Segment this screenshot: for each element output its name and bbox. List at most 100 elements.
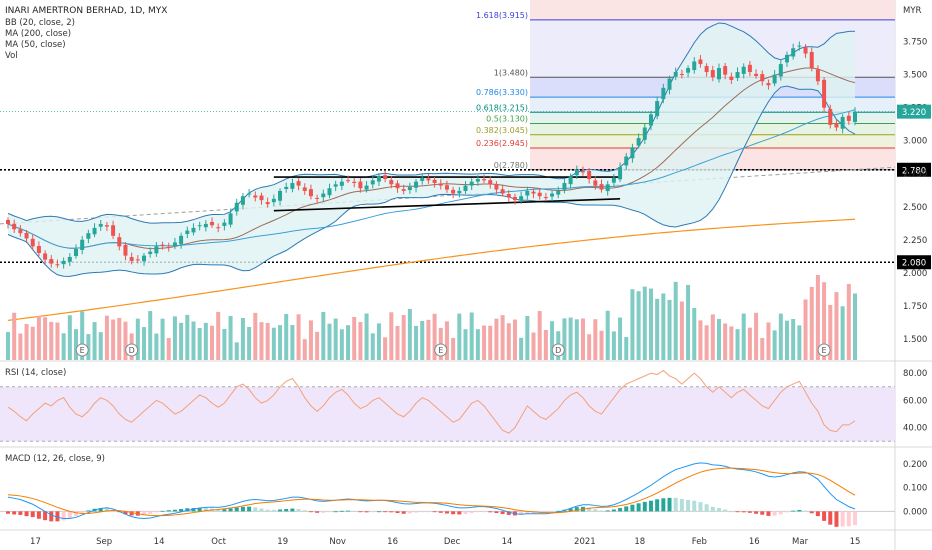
volume-bar — [43, 317, 48, 360]
macd-histogram-bar — [735, 511, 740, 513]
volume-bar — [797, 325, 802, 360]
price-candle — [333, 184, 338, 187]
volume-bar — [80, 311, 85, 360]
macd-histogram-bar — [216, 509, 221, 512]
price-candle — [401, 189, 406, 191]
volume-bar — [278, 325, 283, 360]
volume-bar — [618, 317, 623, 360]
macd-tick-label: 0.000 — [903, 507, 927, 517]
volume-bar — [12, 312, 17, 360]
macd-histogram-bar — [587, 507, 592, 512]
price-candle — [593, 180, 598, 186]
volume-bar — [580, 318, 585, 360]
volume-bar — [135, 318, 140, 360]
macd-label[interactable]: MACD (12, 26, close, 9) — [5, 454, 105, 464]
volume-bar — [123, 321, 128, 360]
price-candle — [605, 184, 610, 192]
price-candle — [278, 190, 283, 201]
macd-histogram-bar — [222, 509, 227, 512]
volume-bar — [778, 313, 783, 360]
time-tick-label: Sep — [96, 537, 112, 547]
macd-histogram-bar — [673, 497, 678, 512]
macd-histogram-bar — [197, 507, 202, 512]
price-candle — [661, 87, 666, 100]
macd-histogram-bar — [179, 509, 184, 512]
price-candle — [747, 64, 752, 73]
rsi-label[interactable]: RSI (14, close) — [5, 368, 66, 378]
price-candle — [444, 185, 449, 190]
indicator-vol-label[interactable]: Vol — [5, 51, 18, 61]
indicator-ma50-label[interactable]: MA (50, close) — [5, 40, 66, 50]
macd-histogram-bar — [346, 510, 351, 512]
indicator-bb-label[interactable]: BB (20, close, 2) — [5, 18, 75, 28]
price-axis[interactable]: 1.5001.7502.0002.2502.5002.7503.0003.250… — [897, 38, 931, 345]
volume-bar — [296, 314, 301, 360]
volume-bar — [407, 309, 412, 360]
macd-histogram-bar — [30, 511, 35, 518]
macd-histogram-bar — [123, 511, 128, 515]
last-price-label: 3.220 — [902, 108, 926, 118]
rsi-tick-label: 60.00 — [903, 396, 927, 406]
price-candle — [562, 182, 567, 190]
volume-bar — [803, 299, 808, 360]
price-candle — [828, 109, 833, 125]
price-candle — [67, 256, 72, 262]
price-candle — [407, 186, 412, 191]
volume-bar — [61, 333, 66, 360]
volume-bar — [772, 330, 777, 360]
macd-histogram-bar — [716, 508, 721, 512]
time-axis[interactable]: 17 Sep 14 Oct 19 Nov 16 Dec 14 2021 18 Feb 16 Mar 15 — [30, 537, 860, 547]
price-candle — [611, 177, 616, 183]
macd-histogram-bar — [475, 511, 480, 513]
volume-bar — [30, 326, 35, 360]
volume-bar — [240, 317, 245, 360]
macd-histogram-bar — [729, 511, 734, 513]
macd-histogram-bar — [407, 511, 412, 514]
volume-bar — [339, 329, 344, 360]
volume-bar — [853, 293, 857, 360]
horizontal-level-tag — [897, 255, 931, 270]
volume-bar — [828, 304, 833, 360]
volume-bar — [6, 331, 10, 360]
time-tick-label: 2021 — [574, 537, 596, 547]
rsi-line — [7, 369, 856, 434]
price-candle — [809, 51, 814, 69]
price-candle — [389, 180, 394, 185]
price-candle — [692, 61, 697, 71]
macd-histogram-bar — [265, 509, 270, 512]
macd-histogram-bar — [519, 511, 524, 515]
price-candle — [383, 175, 388, 180]
price-candle — [537, 192, 542, 197]
macd-histogram-bar — [203, 508, 208, 512]
volume-bar — [166, 338, 171, 360]
trendlines[interactable] — [273, 176, 621, 212]
macd-histogram-bar — [543, 511, 548, 513]
price-candle — [580, 171, 585, 173]
price-candle — [210, 221, 215, 226]
price-candle — [432, 179, 437, 183]
volume-bar — [506, 323, 511, 360]
macd-histogram-bar — [611, 509, 616, 512]
price-candle — [154, 246, 159, 254]
price-tick-label: 2.500 — [903, 203, 927, 213]
macd-histogram-bar — [271, 509, 276, 512]
volume-bar — [395, 326, 400, 360]
volume-bar — [290, 325, 295, 360]
volume-bar — [568, 317, 573, 360]
price-candle — [636, 138, 641, 146]
macd-histogram-bar — [784, 511, 789, 513]
macd-histogram-bar — [451, 511, 456, 515]
price-candle — [179, 235, 184, 245]
price-candle — [240, 196, 245, 205]
price-candle — [500, 189, 505, 194]
price-candle — [710, 70, 715, 78]
macd-histogram-bar — [302, 510, 307, 512]
price-candle — [840, 116, 845, 129]
macd-histogram-bar — [80, 511, 85, 513]
macd-histogram-bar — [352, 511, 357, 512]
volume-bar — [383, 337, 388, 360]
indicator-ma200-label[interactable]: MA (200, close) — [5, 29, 71, 39]
price-tick-label: 3.000 — [903, 137, 927, 147]
macd-histogram-bar — [376, 511, 381, 513]
